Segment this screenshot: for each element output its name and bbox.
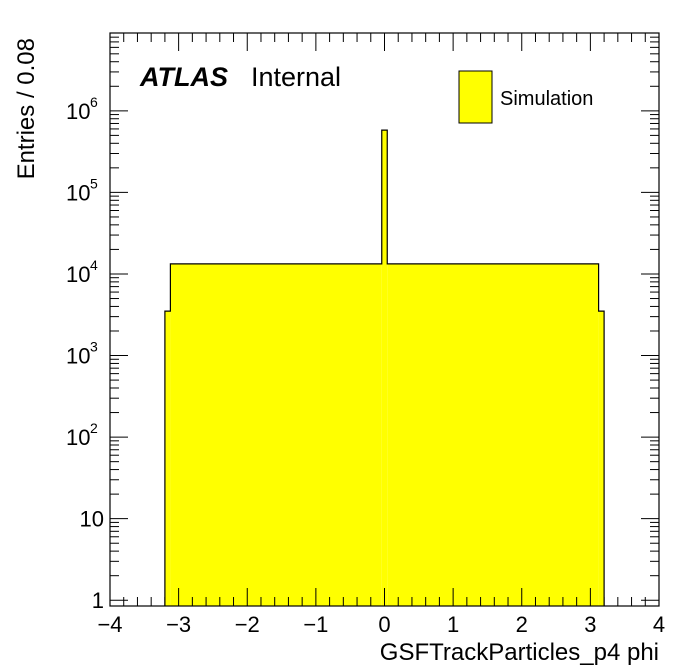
y-tick-label: 10 [66, 425, 90, 450]
y-tick-exponent: 2 [90, 420, 98, 436]
y-tick-exponent: 3 [90, 339, 98, 355]
histogram-bin-3 [387, 263, 599, 606]
histogram-bin-4 [598, 311, 605, 606]
legend-swatch-simulation [458, 70, 493, 124]
x-tick-label: 1 [447, 612, 459, 637]
internal-label: Internal [251, 62, 341, 92]
histogram-bin-1 [170, 263, 382, 606]
y-tick-label: 10 [66, 99, 90, 124]
legend-label-simulation: Simulation [500, 88, 593, 110]
x-axis-ticks: −4 −3 −2 −1 0 1 2 3 4 [97, 33, 665, 637]
y-tick-label: 1 [92, 588, 104, 613]
x-tick-label: 2 [516, 612, 528, 637]
histogram-bin-2 [381, 130, 388, 607]
y-tick-exponent: 6 [90, 94, 98, 110]
histogram-outline [164, 129, 605, 606]
x-tick-label: −4 [97, 612, 122, 637]
x-tick-label: 4 [653, 612, 665, 637]
y-tick-label: 10 [66, 262, 90, 287]
y-axis-title: Entries / 0.08 [13, 38, 40, 179]
y-tick-exponent: 4 [90, 257, 98, 273]
y-tick-label: 10 [66, 344, 90, 369]
histogram-bars [164, 129, 605, 607]
histogram-bin-0 [164, 311, 171, 606]
y-tick-exponent: 5 [90, 175, 98, 191]
y-tick-label: 10 [66, 180, 90, 205]
x-tick-label: 0 [378, 612, 390, 637]
atlas-label: ATLAS [139, 62, 228, 92]
x-tick-label: −1 [303, 612, 328, 637]
x-tick-label: −3 [166, 612, 191, 637]
x-tick-label: −2 [235, 612, 260, 637]
y-tick-label: 10 [80, 507, 104, 532]
x-axis-title: GSFTrackParticles_p4 phi [380, 639, 659, 666]
x-tick-label: 3 [584, 612, 596, 637]
